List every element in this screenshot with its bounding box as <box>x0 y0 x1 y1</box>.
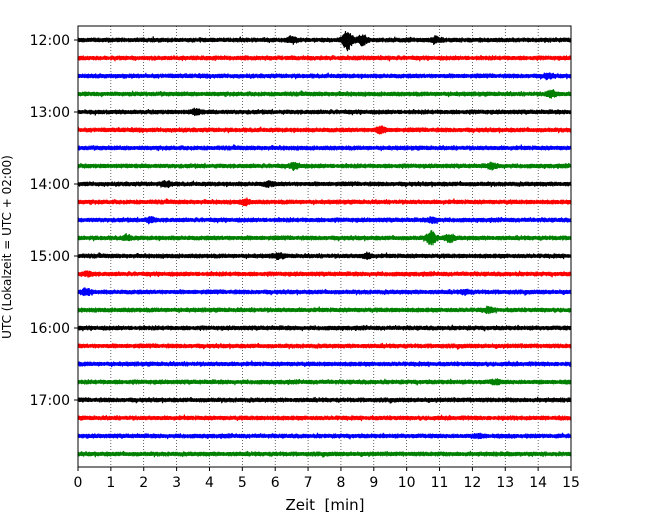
x-tick-layer: 0 1 2 3 4 5 6 7 8 9 10 11 12 13 14 15 <box>74 467 580 491</box>
y-tick-layer: 12:00 13:00 14:00 15:00 16:00 17:00 <box>30 33 78 409</box>
trace-1630 <box>77 360 572 368</box>
x-tick-label: 7 <box>304 475 313 491</box>
trace-1700 <box>77 396 572 404</box>
trace-1330 <box>77 144 572 152</box>
x-tick-label: 13 <box>496 475 514 491</box>
trace-1215 <box>77 54 572 62</box>
trace-1515 <box>77 270 572 278</box>
trace-1415 <box>77 197 572 207</box>
trace-1545 <box>77 305 572 315</box>
x-tick-label: 4 <box>205 475 214 491</box>
x-tick-label: 10 <box>398 475 416 491</box>
trace-1715 <box>77 414 572 422</box>
trace-1200 <box>77 30 572 52</box>
trace-1400 <box>77 179 572 189</box>
x-tick-label: 11 <box>431 475 449 491</box>
trace-1230 <box>77 72 572 81</box>
trace-1615 <box>77 342 572 350</box>
trace-1245 <box>77 89 572 99</box>
trace-1645 <box>77 378 572 386</box>
trace-1730 <box>77 432 572 440</box>
x-tick-label: 5 <box>238 475 247 491</box>
trace-layer <box>77 30 572 458</box>
trace-1300 <box>77 107 572 117</box>
y-axis-label: UTC (Lokalzeit = UTC + 02:00) <box>0 155 14 339</box>
trace-1600 <box>77 324 572 332</box>
x-tick-label: 2 <box>139 475 148 491</box>
x-tick-label: 1 <box>106 475 115 491</box>
y-tick-label: 17:00 <box>30 393 70 409</box>
x-tick-label: 15 <box>562 475 580 491</box>
x-tick-label: 12 <box>463 475 481 491</box>
y-tick-label: 13:00 <box>30 105 70 121</box>
x-tick-label: 6 <box>271 475 280 491</box>
trace-1345 <box>77 161 572 172</box>
y-tick-label: 16:00 <box>30 321 70 337</box>
trace-1445 <box>77 230 572 246</box>
x-tick-label: 9 <box>369 475 378 491</box>
x-tick-label: 14 <box>529 475 547 491</box>
y-tick-label: 15:00 <box>30 249 70 265</box>
y-tick-label: 12:00 <box>30 33 70 49</box>
trace-1745 <box>77 450 572 458</box>
x-tick-label: 0 <box>74 475 83 491</box>
x-tick-label: 3 <box>172 475 181 491</box>
y-tick-label: 14:00 <box>30 177 70 193</box>
trace-1315 <box>77 125 572 135</box>
trace-1430 <box>77 216 572 225</box>
trace-1500 <box>77 251 572 261</box>
x-axis-label: Zeit [min] <box>285 496 364 514</box>
trace-1530 <box>77 287 572 297</box>
x-tick-label: 8 <box>336 475 345 491</box>
plot-frame <box>77 25 572 468</box>
